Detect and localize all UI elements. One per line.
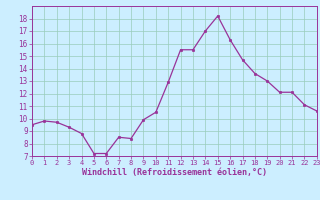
X-axis label: Windchill (Refroidissement éolien,°C): Windchill (Refroidissement éolien,°C) (82, 168, 267, 177)
